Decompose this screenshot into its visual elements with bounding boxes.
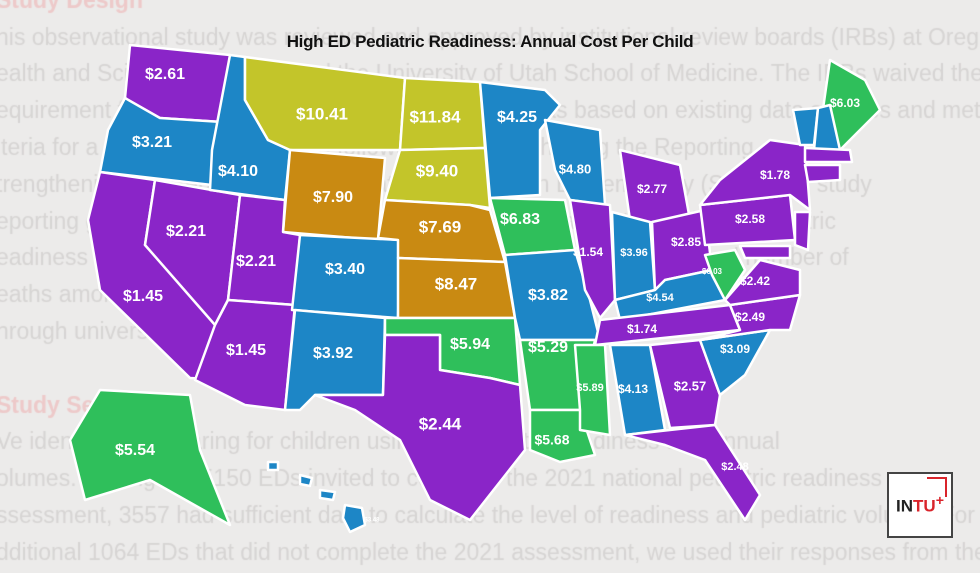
- state-hi: [318, 488, 337, 502]
- state-value-label-ga: $2.57: [674, 378, 707, 393]
- state-value-label-wa: $2.61: [145, 66, 185, 83]
- state-ak: [68, 388, 232, 527]
- state-value-label-ky: $4.54: [646, 292, 674, 304]
- state-hi: [266, 460, 280, 472]
- state-value-label-mi: $2.77: [637, 182, 667, 196]
- logo-corner-mark: [927, 477, 947, 497]
- state-value-label-mo: $3.82: [528, 287, 568, 304]
- state-value-label-mn: $4.25: [497, 109, 537, 126]
- state-value-label-hi: $3.48: [364, 518, 380, 524]
- state-value-label-me: $6.03: [830, 96, 860, 110]
- state-value-label-id: $4.10: [218, 163, 258, 180]
- state-value-label-il: $1.54: [573, 245, 603, 259]
- state-md: [738, 244, 792, 260]
- state-value-label-wv: $6.03: [702, 267, 723, 276]
- state-il: [568, 198, 617, 320]
- state-value-label-ar: $5.29: [528, 339, 568, 356]
- state-hi: [298, 473, 314, 488]
- state-value-label-sc: $3.09: [720, 342, 750, 356]
- state-value-label-tx: $2.44: [419, 414, 462, 433]
- state-value-label-ne: $7.69: [419, 217, 462, 236]
- state-value-label-sd: $9.40: [416, 161, 459, 180]
- state-value-label-ak: $5.54: [115, 442, 155, 459]
- state-hi: [341, 503, 367, 534]
- state-tx: [313, 333, 527, 522]
- state-value-label-fl: $2.48: [721, 461, 749, 473]
- state-value-label-la: $5.68: [534, 432, 569, 448]
- state-value-label-ok: $5.94: [450, 336, 490, 353]
- state-ga: [648, 338, 722, 430]
- state-value-label-ks: $8.47: [435, 274, 478, 293]
- state-value-label-wy: $7.90: [313, 189, 353, 206]
- state-value-label-or: $3.21: [132, 134, 172, 151]
- state-value-label-al: $4.13: [618, 382, 648, 396]
- state-wv: [703, 248, 747, 302]
- state-value-label-nv: $2.21: [166, 223, 206, 240]
- state-value-label-mt: $10.41: [296, 104, 348, 123]
- state-nj: [793, 210, 812, 252]
- state-ma: [803, 146, 854, 164]
- map-title: High ED Pediatric Readiness: Annual Cost…: [286, 32, 694, 51]
- state-value-label-oh: $2.85: [671, 235, 701, 249]
- state-fl: [623, 423, 762, 522]
- state-value-label-ia: $6.83: [500, 211, 540, 228]
- state-value-label-az: $1.45: [226, 342, 266, 359]
- state-va: [723, 258, 802, 307]
- state-value-label-ny: $1.78: [760, 168, 790, 182]
- state-value-label-ut: $2.21: [236, 253, 276, 270]
- state-value-label-va: $2.42: [740, 274, 770, 288]
- state-ms: [573, 343, 612, 437]
- state-value-label-co: $3.40: [325, 261, 365, 278]
- state-value-label-wi: $4.80: [559, 161, 592, 176]
- state-value-label-nc: $2.49: [735, 310, 765, 324]
- state-ct: [803, 163, 842, 184]
- state-value-label-in: $3.96: [620, 247, 648, 259]
- state-value-label-tn: $1.74: [627, 322, 657, 336]
- state-value-label-nd: $11.84: [409, 107, 461, 126]
- state-value-label-ms: $5.89: [576, 382, 604, 394]
- state-ny: [698, 138, 812, 212]
- state-value-label-ca: $1.45: [123, 288, 163, 305]
- state-value-label-nm: $3.92: [313, 345, 353, 362]
- intu-logo: INTU+: [887, 472, 953, 538]
- state-value-label-pa: $2.58: [735, 212, 765, 226]
